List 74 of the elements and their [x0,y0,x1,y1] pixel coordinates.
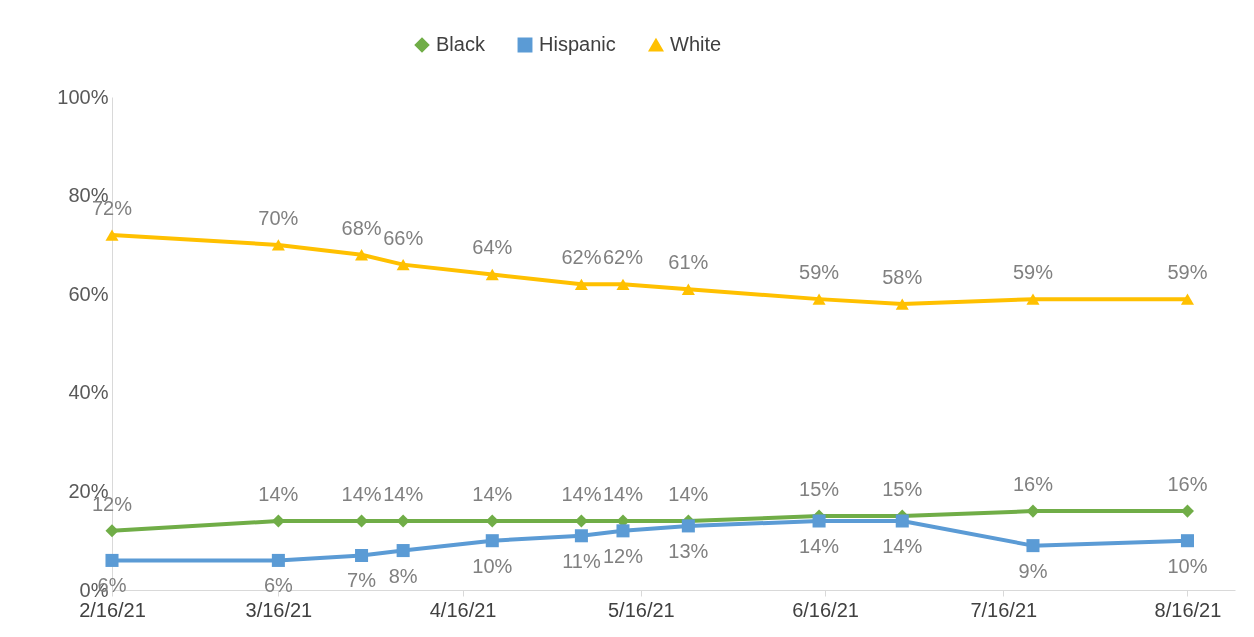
data-label: 12% [602,544,644,567]
point [616,278,630,290]
point [105,553,119,567]
x-tick-label: 7/16/21 [970,598,1038,621]
data-label: 16% [1012,473,1054,496]
point [1026,539,1040,553]
point [1180,534,1194,548]
data-label: 62% [602,246,644,269]
data-label: 66% [383,226,424,249]
x-tick-label: 2/16/21 [79,598,146,621]
x-tick-label: 8/16/21 [1154,598,1222,621]
y-tick-label: 100% [57,85,109,108]
point [271,239,285,251]
data-label: 7% [347,569,377,592]
data-label: 70% [258,206,299,229]
x-tick-label: 5/16/21 [607,598,675,621]
point [574,529,588,543]
data-label: 15% [799,478,840,501]
data-label: 14% [258,482,299,505]
data-label: 59% [1167,261,1208,284]
point [105,229,119,241]
point [895,514,909,528]
point [271,514,285,528]
data-label: 64% [472,236,513,259]
point [105,524,119,538]
data-label: 10% [472,554,513,577]
point [1180,293,1194,305]
point [681,519,695,533]
x-tick-label: 4/16/21 [429,598,497,621]
data-label: 14% [383,482,424,505]
data-label: 58% [882,266,923,289]
point [1026,293,1040,305]
point [396,258,410,271]
data-label: 14% [602,482,644,505]
y-tick-label: 60% [68,282,109,305]
data-label: 14% [668,482,709,505]
point [812,514,826,528]
point [574,278,588,290]
data-label: 59% [1012,261,1054,284]
data-label: 14% [341,482,382,505]
point [355,249,369,261]
point [485,534,499,548]
data-label: 68% [341,216,382,239]
data-label: 14% [882,534,923,557]
point [895,298,909,310]
point [355,548,369,563]
legend-label: White [670,33,722,55]
y-tick-label: 40% [68,381,109,404]
data-label: 14% [472,482,513,505]
x-tick-label: 6/16/21 [792,598,859,621]
data-label: 59% [799,261,840,284]
data-label: 13% [668,539,709,562]
point [396,514,410,528]
point [396,544,410,558]
point [812,293,826,305]
data-label: 62% [561,246,602,269]
data-label: 11% [562,549,601,572]
data-label: 8% [388,564,418,587]
point [681,283,695,295]
data-label: 14% [561,482,602,505]
data-label: 16% [1167,473,1208,496]
data-label: 10% [1167,554,1208,577]
point [616,524,630,538]
legend-label: Hispanic [539,33,616,55]
data-label: 9% [1018,559,1048,582]
point [271,553,285,567]
point [1026,504,1040,518]
x-tick-label: 3/16/21 [245,598,313,621]
data-label: 6% [263,574,294,597]
data-label: 15% [882,478,923,501]
point [485,268,499,281]
data-label: 14% [799,534,840,557]
data-label: 61% [668,251,709,274]
legend-label: Black [436,33,486,55]
